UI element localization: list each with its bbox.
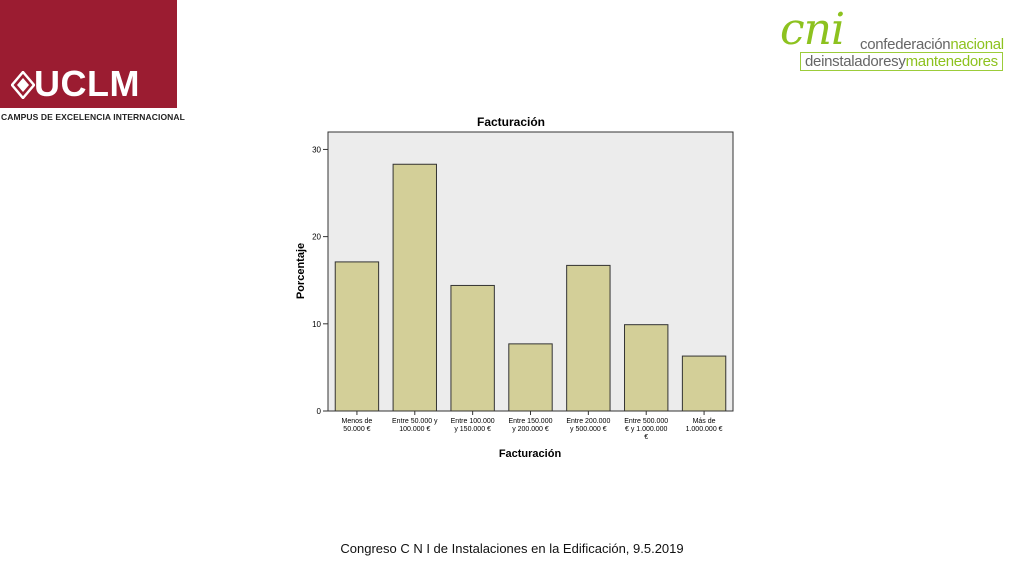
uclm-tagline: CAMPUS DE EXCELENCIA INTERNACIONAL <box>1 112 185 122</box>
bar <box>566 264 611 412</box>
y-tick-label: 0 <box>317 407 322 416</box>
x-tick-label: Entre 150.000 <box>509 418 553 425</box>
uclm-logo-text: UCLM <box>34 63 140 104</box>
x-tick-label: y 200.000 € <box>512 426 549 433</box>
cni-line1-part-a: confederación <box>860 36 951 53</box>
x-tick-label: € <box>644 434 648 441</box>
y-tick-label: 10 <box>312 320 321 329</box>
x-tick-label: Menos de <box>342 418 373 425</box>
y-tick-label: 30 <box>312 145 321 154</box>
bar <box>392 163 437 412</box>
x-tick-label: Entre 50.000 y <box>392 418 438 425</box>
y-tick-label: 20 <box>312 233 321 242</box>
bar <box>450 284 495 412</box>
y-axis-ticks: 0 10 20 30 <box>312 145 328 416</box>
x-axis-label: Facturación <box>499 448 562 460</box>
x-tick-label: € y 1.000.000 <box>625 426 668 433</box>
bar-chart: Facturación Porcentaje Facturación 0 10 20… <box>295 115 734 460</box>
bar <box>508 343 553 412</box>
cni-line1-part-b: nacional <box>950 36 1004 53</box>
bar <box>624 324 669 412</box>
cni-logo: cni confederaciónnacional deinstaladores… <box>780 8 1016 72</box>
chart-title: Facturación <box>477 115 545 129</box>
cni-line2-part-b: mantenedores <box>905 53 999 70</box>
cni-line2-part-a: deinstaladoresy <box>805 53 906 70</box>
uclm-emblem-icon <box>11 71 35 99</box>
bar <box>681 355 727 412</box>
bar <box>334 261 380 412</box>
x-tick-label: Entre 200.000 <box>566 418 610 425</box>
x-tick-label: y 150.000 € <box>454 426 491 433</box>
cni-logo-mark: cni <box>780 4 845 55</box>
cni-logo-line1: confederaciónnacional <box>860 36 1004 53</box>
x-tick-label: Entre 500.000 <box>624 418 668 425</box>
x-tick-label: 1.000.000 € <box>686 426 723 433</box>
x-tick-label: Entre 100.000 <box>451 418 495 425</box>
x-tick-label: 100.000 € <box>399 426 430 433</box>
uclm-logo: UCLM <box>0 0 177 108</box>
x-tick-label: Más de <box>693 418 716 425</box>
x-tick-label: y 500.000 € <box>570 426 607 433</box>
x-tick-label: 50.000 € <box>343 426 370 433</box>
cni-logo-line2: deinstaladoresymantenedores <box>800 52 1003 71</box>
y-axis-label: Porcentaje <box>295 243 307 299</box>
footer-text: Congreso C N I de Instalaciones en la Ed… <box>340 541 684 556</box>
